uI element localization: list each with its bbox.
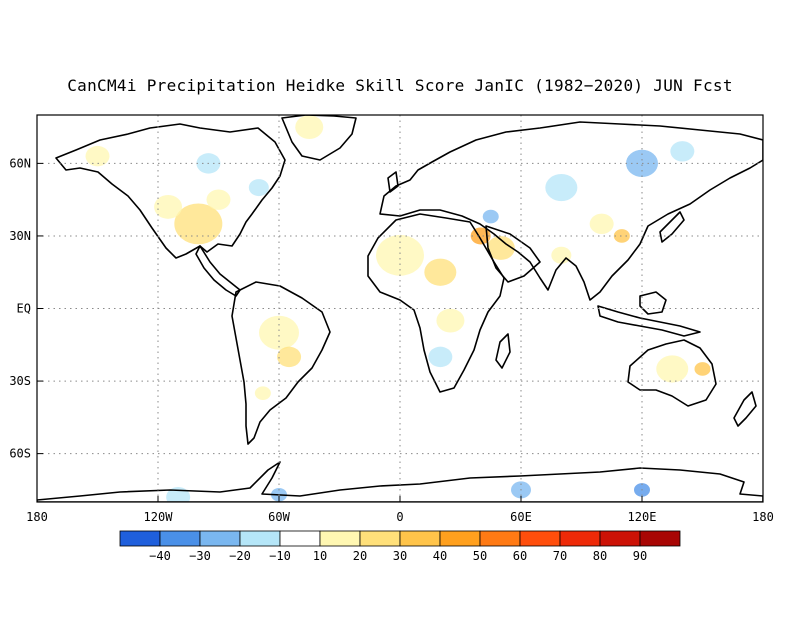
- coast-borneo: [639, 291, 667, 315]
- y-tick-label: 30S: [9, 374, 31, 388]
- colorbar-swatch: [639, 530, 681, 547]
- skill-blob: [259, 315, 299, 350]
- colorbar-label: 50: [473, 549, 487, 563]
- x-tick-label: 0: [396, 510, 403, 524]
- y-tick-label: 60N: [9, 156, 31, 170]
- colorbar-swatch: [439, 530, 481, 547]
- skill-blob: [545, 173, 578, 202]
- colorbar-swatch: [199, 530, 241, 547]
- skill-shading: [85, 115, 711, 502]
- coast-africa: [367, 213, 505, 393]
- skill-blob: [613, 229, 630, 243]
- y-tick-label: EQ: [17, 302, 31, 316]
- skill-blob: [656, 355, 689, 383]
- skill-blob: [482, 209, 499, 224]
- x-tick-label: 180: [26, 510, 48, 524]
- colorbar-label: 30: [393, 549, 407, 563]
- colorbar-swatch: [559, 530, 601, 547]
- colorbar-swatch: [399, 530, 441, 547]
- coast-arabia: [485, 225, 541, 283]
- x-tick-label: 60E: [510, 510, 532, 524]
- coast-eurasia: [379, 121, 763, 301]
- x-tick-label: 180: [752, 510, 774, 524]
- colorbar-swatch: [279, 530, 321, 547]
- colorbar-label: 70: [553, 549, 567, 563]
- colorbar-swatch: [519, 530, 561, 547]
- colorbar-label: 90: [633, 549, 647, 563]
- skill-blob: [376, 234, 424, 276]
- skill-blob: [277, 346, 302, 368]
- y-tick-label: 30N: [9, 229, 31, 243]
- colorbar-swatch: [359, 530, 401, 547]
- coast-uk: [387, 171, 399, 193]
- colorbar-label: −40: [149, 549, 171, 563]
- colorbar-label: −10: [269, 549, 291, 563]
- colorbar-swatch: [599, 530, 641, 547]
- latitude-axis: 60N 30N EQ 30S 60S: [9, 156, 43, 461]
- coast-south-america: [231, 281, 331, 445]
- skill-blob: [428, 346, 453, 368]
- skill-blob: [694, 362, 711, 376]
- x-tick-label: 120E: [628, 510, 657, 524]
- skill-blob: [206, 189, 231, 210]
- coast-new-zealand: [733, 391, 757, 427]
- skill-blob: [486, 236, 515, 260]
- map-title: CanCM4i Precipitation Heidke Skill Score…: [67, 76, 733, 95]
- skill-blob: [295, 115, 324, 139]
- colorbar-label: 10: [313, 549, 327, 563]
- skill-blob: [174, 203, 223, 245]
- skill-blob: [670, 141, 695, 162]
- x-tick-label: 60W: [268, 510, 290, 524]
- coast-australia: [627, 339, 717, 407]
- skill-blob: [589, 213, 614, 235]
- colorbar-label: 20: [353, 549, 367, 563]
- colorbar-label: 80: [593, 549, 607, 563]
- colorbar-swatch: [239, 530, 281, 547]
- coast-madagascar: [495, 333, 511, 369]
- skill-blob: [436, 308, 465, 333]
- colorbar-swatch: [479, 530, 521, 547]
- longitude-axis: 180 120W 60W 0 60E 120E 180: [26, 496, 774, 524]
- colorbar-label: 60: [513, 549, 527, 563]
- skill-blob: [248, 179, 269, 197]
- coastlines: [37, 115, 763, 502]
- colorbar-label: −30: [189, 549, 211, 563]
- colorbar-swatch: [119, 530, 161, 547]
- skill-blob: [424, 258, 457, 286]
- coast-central-america: [195, 245, 241, 297]
- coast-indonesia: [597, 305, 701, 337]
- x-tick-label: 120W: [144, 510, 174, 524]
- skill-blob: [154, 195, 183, 219]
- colorbar: −40 −30 −20 −10 10 20 30 40 50 60 70 80 90: [119, 530, 681, 563]
- skill-blob: [85, 145, 110, 167]
- colorbar-swatch: [319, 530, 361, 547]
- y-tick-label: 60S: [9, 447, 31, 461]
- colorbar-label: 40: [433, 549, 447, 563]
- skill-blob: [551, 246, 572, 264]
- coast-japan: [659, 211, 685, 243]
- coast-north-america: [55, 123, 286, 259]
- skill-blob: [254, 386, 271, 400]
- colorbar-label: −20: [229, 549, 251, 563]
- gridlines: [37, 115, 763, 502]
- colorbar-swatch: [159, 530, 201, 547]
- coast-antarctica: [37, 461, 763, 502]
